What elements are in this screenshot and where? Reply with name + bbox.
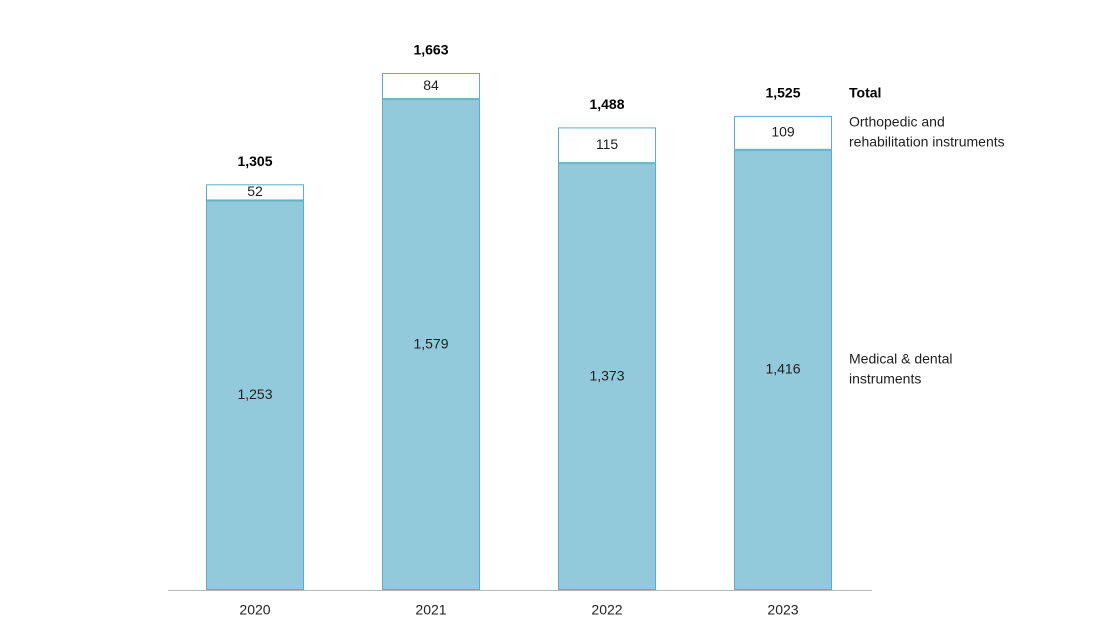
total-label: 1,305 [237, 153, 272, 169]
bar-segment-2021-series-0 [382, 99, 480, 590]
bar-value-label: 115 [596, 136, 619, 152]
bars-layer [206, 73, 832, 591]
x-tick-label: 2020 [239, 602, 270, 618]
total-label: 1,663 [413, 42, 448, 58]
total-label: 1,525 [765, 85, 800, 101]
total-label: 1,488 [589, 96, 624, 112]
bar-segment-2022-series-0 [558, 163, 656, 590]
bar-segment-2021-series-1 [382, 73, 480, 100]
x-tick-label: 2023 [767, 602, 798, 618]
bar-segment-2023-series-1 [734, 115, 832, 150]
bar-value-label: 52 [247, 183, 263, 199]
legend-title: Total [849, 85, 881, 101]
legend-item-label: instruments [849, 371, 921, 387]
bar-value-label: 1,373 [589, 367, 624, 383]
legend-item-label: Medical & dental [849, 351, 953, 367]
bar-segment-2023-series-0 [734, 149, 832, 590]
bar-segment-2022-series-1 [558, 127, 656, 164]
bar-value-label: 1,416 [765, 361, 800, 377]
legend-item-label: Orthopedic and [849, 114, 945, 130]
labels-layer: 1,253 52 1,305 2020 1,579 84 1,663 2021 1,373 115… [237, 42, 800, 618]
bar-value-label: 1,253 [237, 386, 272, 402]
bar-segment-2020-series-1 [206, 184, 304, 201]
legend: Total Orthopedic and rehabilitation instru… [849, 85, 1005, 387]
bar-value-label: 1,579 [413, 335, 448, 351]
bar-value-label: 84 [423, 77, 439, 93]
legend-item-label: rehabilitation instruments [849, 134, 1005, 150]
x-tick-label: 2022 [591, 602, 622, 618]
bar-value-label: 109 [771, 124, 795, 140]
bar-segment-2020-series-0 [206, 200, 304, 591]
x-tick-label: 2021 [415, 602, 446, 618]
